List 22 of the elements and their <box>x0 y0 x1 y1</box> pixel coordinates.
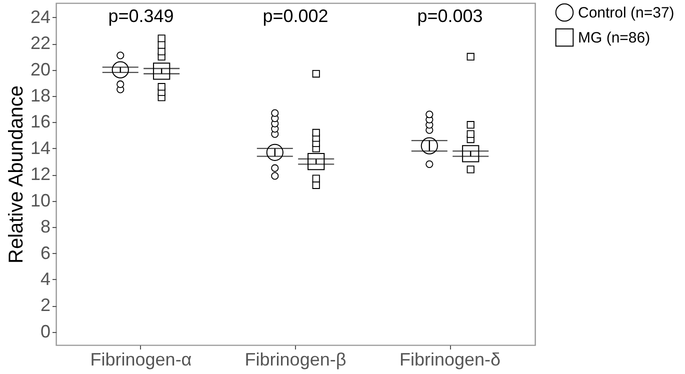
y-tick-label: 20 <box>30 59 50 80</box>
y-tick-label: 0 <box>40 321 50 342</box>
y-tick-label: 22 <box>30 33 50 54</box>
y-tick-label: 10 <box>30 190 50 210</box>
y-tick-label: 12 <box>30 164 50 184</box>
y-tick-label: 16 <box>30 112 50 132</box>
y-tick-label: 18 <box>30 86 50 106</box>
y-tick-label: 6 <box>40 242 50 263</box>
x-tick-label: Fibrinogen-α <box>90 350 192 370</box>
x-tick-label: Fibrinogen-β <box>244 350 346 370</box>
x-tick-label: Fibrinogen-δ <box>399 350 501 370</box>
y-tick-label: 8 <box>40 216 50 237</box>
y-axis-title: Relative Abundance <box>5 86 28 264</box>
annotation: p=0.003 <box>417 6 483 26</box>
y-tick-label: 4 <box>40 268 50 289</box>
y-tick-label: 24 <box>30 6 50 27</box>
y-tick-label: 2 <box>40 295 50 316</box>
annotation: p=0.349 <box>108 6 174 26</box>
y-tick-label: 14 <box>30 138 50 158</box>
legend-label: MG (n=86) <box>578 30 650 46</box>
legend-label: Control (n=37) <box>578 4 674 22</box>
annotation: p=0.002 <box>262 6 328 26</box>
